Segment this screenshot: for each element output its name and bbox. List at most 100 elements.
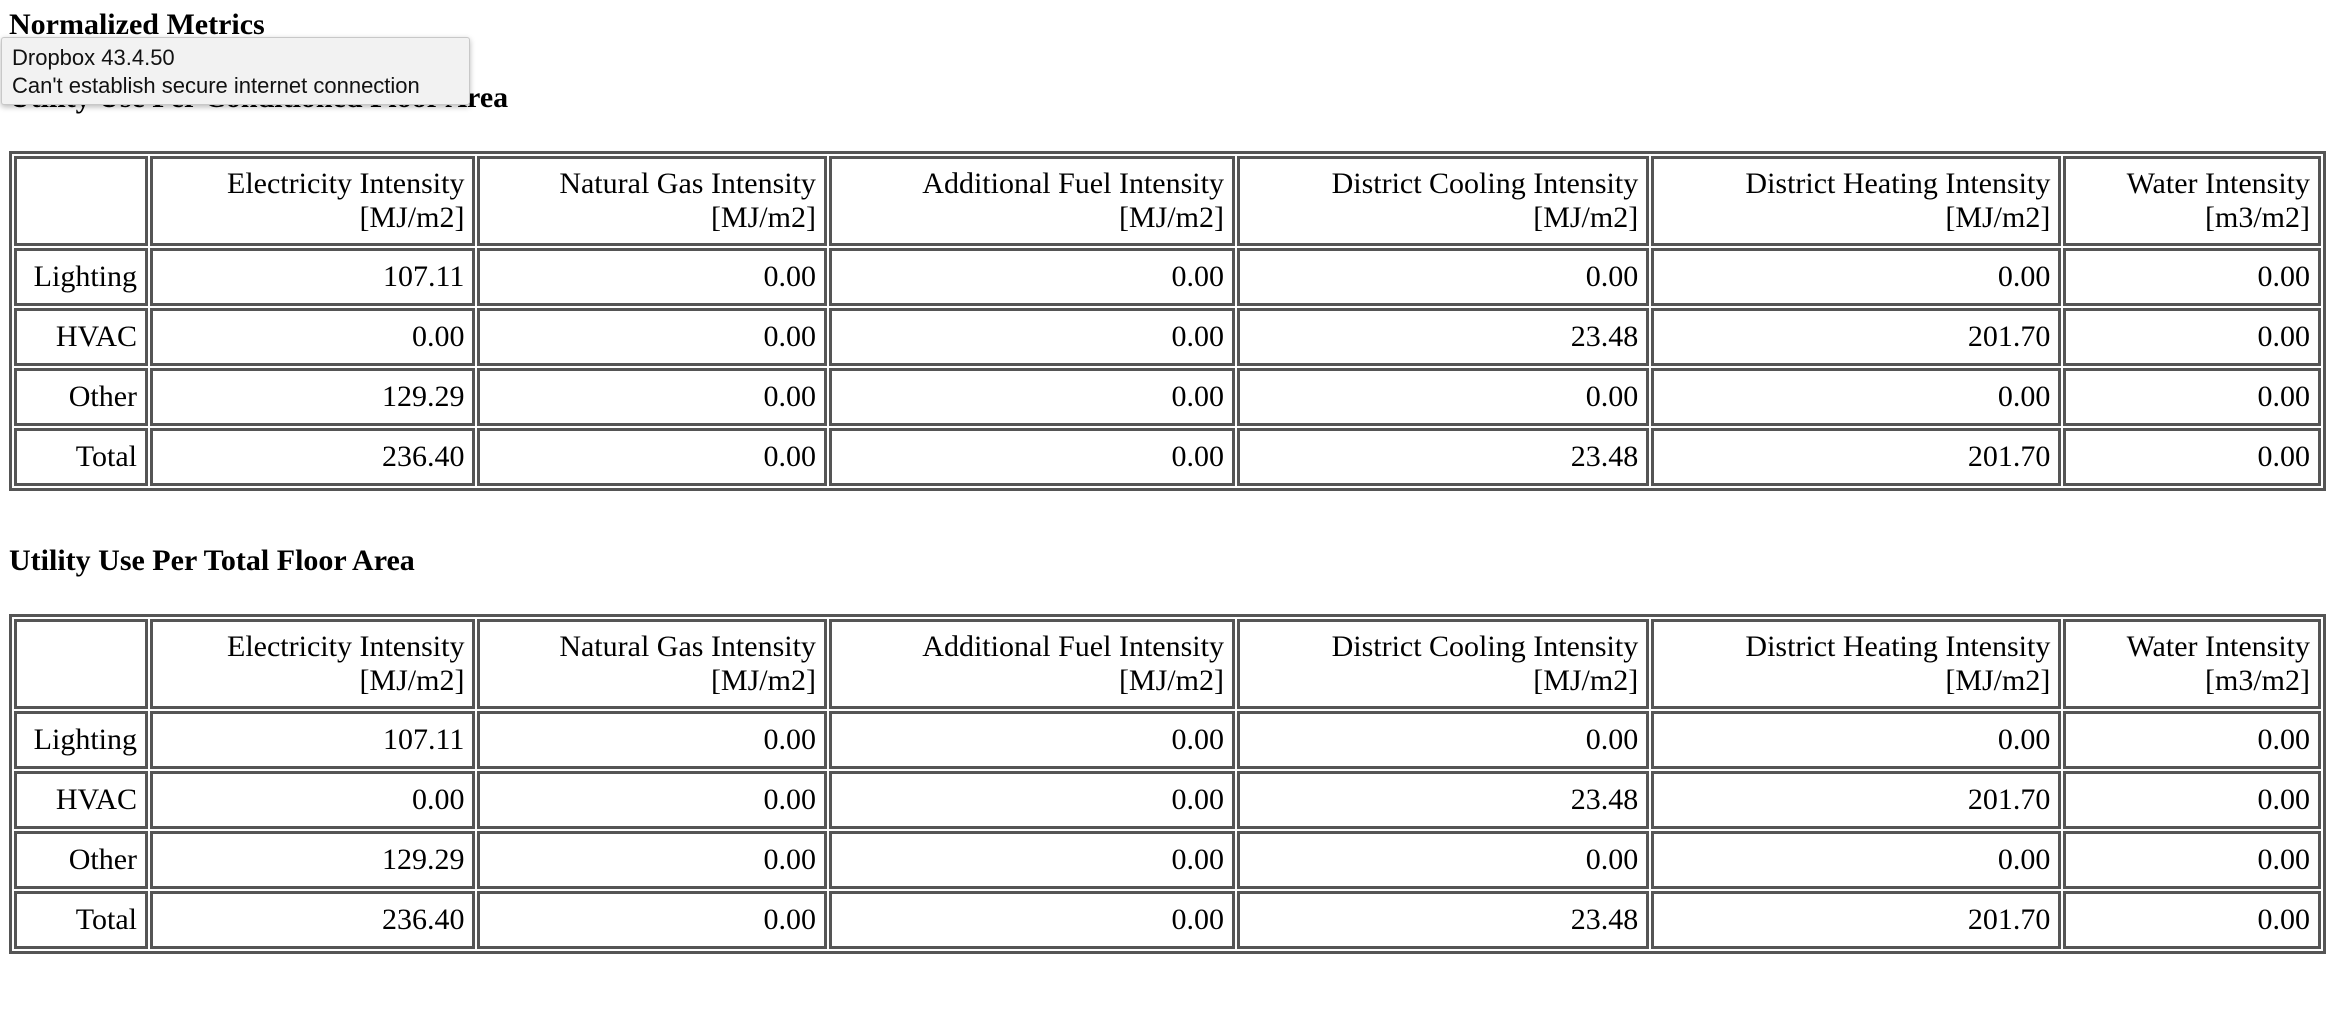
column-header: Electricity Intensity [MJ/m2] xyxy=(150,619,476,709)
row-label: Total xyxy=(14,891,148,949)
row-label: Other xyxy=(14,368,148,426)
column-header-unit: [MJ/m2] xyxy=(1118,664,1224,697)
column-header-unit: [m3/m2] xyxy=(2205,201,2310,234)
column-header-unit: [m3/m2] xyxy=(2205,664,2310,697)
section-title-total-floor-area: Utility Use Per Total Floor Area xyxy=(9,544,415,577)
table-cell: 0.00 xyxy=(477,771,827,829)
table-cell: 0.00 xyxy=(2063,831,2321,889)
corner-header-cell xyxy=(14,156,148,246)
table-cell: 23.48 xyxy=(1236,308,1650,366)
table-row: HVAC 0.00 0.00 0.00 23.48 201.70 0.00 xyxy=(14,308,2321,366)
table-cell: 201.70 xyxy=(1651,891,2062,949)
dropbox-status-tooltip: Dropbox 43.4.50 Can't establish secure i… xyxy=(1,37,470,105)
table-cell: 0.00 xyxy=(2063,711,2321,769)
row-label: Other xyxy=(14,831,148,889)
table-row: Lighting 107.11 0.00 0.00 0.00 0.00 0.00 xyxy=(14,711,2321,769)
table-cell: 0.00 xyxy=(1236,711,1650,769)
table-cell: 236.40 xyxy=(150,428,476,486)
column-header-name: Natural Gas Intensity xyxy=(559,630,816,663)
table-row: Other 129.29 0.00 0.00 0.00 0.00 0.00 xyxy=(14,368,2321,426)
column-header-name: Water Intensity xyxy=(2126,630,2310,663)
row-label: HVAC xyxy=(14,308,148,366)
table-header-row: Electricity Intensity [MJ/m2] Natural Gas… xyxy=(14,156,2321,246)
column-header-name: District Heating Intensity xyxy=(1745,630,2051,663)
table-cell: 0.00 xyxy=(828,771,1235,829)
column-header: Water Intensity [m3/m2] xyxy=(2063,619,2321,709)
column-header-name: Additional Fuel Intensity xyxy=(922,167,1224,200)
table-row: HVAC 0.00 0.00 0.00 23.48 201.70 0.00 xyxy=(14,771,2321,829)
table-cell: 0.00 xyxy=(2063,771,2321,829)
column-header-unit: [MJ/m2] xyxy=(710,664,816,697)
conditioned-floor-area-table: Electricity Intensity [MJ/m2] Natural Gas… xyxy=(9,151,2326,491)
table-cell: 236.40 xyxy=(150,891,476,949)
table-cell: 0.00 xyxy=(2063,891,2321,949)
column-header-name: District Heating Intensity xyxy=(1745,167,2051,200)
table-cell: 0.00 xyxy=(1651,248,2062,306)
table-cell: 0.00 xyxy=(1651,831,2062,889)
table-row: Total 236.40 0.00 0.00 23.48 201.70 0.00 xyxy=(14,428,2321,486)
table-cell: 201.70 xyxy=(1651,771,2062,829)
column-header-unit: [MJ/m2] xyxy=(1533,664,1639,697)
column-header-name: Natural Gas Intensity xyxy=(559,167,816,200)
column-header-unit: [MJ/m2] xyxy=(710,201,816,234)
table-cell: 0.00 xyxy=(1236,831,1650,889)
table-cell: 0.00 xyxy=(828,891,1235,949)
table-cell: 107.11 xyxy=(150,248,476,306)
column-header: Additional Fuel Intensity [MJ/m2] xyxy=(828,619,1235,709)
column-header-unit: [MJ/m2] xyxy=(1945,664,2051,697)
table-cell: 0.00 xyxy=(1236,248,1650,306)
table-cell: 0.00 xyxy=(828,831,1235,889)
table-cell: 0.00 xyxy=(828,248,1235,306)
column-header-name: Electricity Intensity xyxy=(227,167,465,200)
column-header-unit: [MJ/m2] xyxy=(1533,201,1639,234)
page-title: Normalized Metrics xyxy=(9,8,265,41)
table-cell: 23.48 xyxy=(1236,891,1650,949)
table-row: Total 236.40 0.00 0.00 23.48 201.70 0.00 xyxy=(14,891,2321,949)
corner-header-cell xyxy=(14,619,148,709)
column-header: Natural Gas Intensity [MJ/m2] xyxy=(477,619,827,709)
column-header-name: Additional Fuel Intensity xyxy=(922,630,1224,663)
row-label: HVAC xyxy=(14,771,148,829)
table-cell: 0.00 xyxy=(1651,368,2062,426)
table-cell: 0.00 xyxy=(477,428,827,486)
table-cell: 107.11 xyxy=(150,711,476,769)
column-header-name: Electricity Intensity xyxy=(227,630,465,663)
table-row: Lighting 107.11 0.00 0.00 0.00 0.00 0.00 xyxy=(14,248,2321,306)
table-cell: 0.00 xyxy=(828,428,1235,486)
table-cell: 0.00 xyxy=(477,831,827,889)
table-cell: 0.00 xyxy=(477,711,827,769)
tooltip-app-version: Dropbox 43.4.50 xyxy=(12,45,175,70)
table-cell: 129.29 xyxy=(150,831,476,889)
table-cell: 0.00 xyxy=(828,368,1235,426)
table-header-row: Electricity Intensity [MJ/m2] Natural Gas… xyxy=(14,619,2321,709)
column-header: Natural Gas Intensity [MJ/m2] xyxy=(477,156,827,246)
table-cell: 0.00 xyxy=(2063,248,2321,306)
table-cell: 0.00 xyxy=(1651,711,2062,769)
table-cell: 0.00 xyxy=(477,368,827,426)
column-header: Additional Fuel Intensity [MJ/m2] xyxy=(828,156,1235,246)
row-label: Lighting xyxy=(14,711,148,769)
column-header: District Heating Intensity [MJ/m2] xyxy=(1651,619,2062,709)
table-cell: 129.29 xyxy=(150,368,476,426)
table-row: Other 129.29 0.00 0.00 0.00 0.00 0.00 xyxy=(14,831,2321,889)
table-cell: 0.00 xyxy=(828,711,1235,769)
column-header-unit: [MJ/m2] xyxy=(1945,201,2051,234)
column-header: District Cooling Intensity [MJ/m2] xyxy=(1236,156,1650,246)
column-header: Electricity Intensity [MJ/m2] xyxy=(150,156,476,246)
row-label: Total xyxy=(14,428,148,486)
column-header-unit: [MJ/m2] xyxy=(1118,201,1224,234)
column-header: Water Intensity [m3/m2] xyxy=(2063,156,2321,246)
table-cell: 0.00 xyxy=(2063,308,2321,366)
table-cell: 23.48 xyxy=(1236,428,1650,486)
table-cell: 0.00 xyxy=(150,308,476,366)
column-header: District Heating Intensity [MJ/m2] xyxy=(1651,156,2062,246)
table-cell: 0.00 xyxy=(477,308,827,366)
column-header-name: District Cooling Intensity xyxy=(1331,167,1639,200)
table-cell: 0.00 xyxy=(1236,368,1650,426)
table-cell: 0.00 xyxy=(828,308,1235,366)
column-header-name: Water Intensity xyxy=(2126,167,2310,200)
table-cell: 201.70 xyxy=(1651,308,2062,366)
column-header-name: District Cooling Intensity xyxy=(1331,630,1639,663)
total-floor-area-table: Electricity Intensity [MJ/m2] Natural Gas… xyxy=(9,614,2326,954)
table-cell: 0.00 xyxy=(2063,368,2321,426)
